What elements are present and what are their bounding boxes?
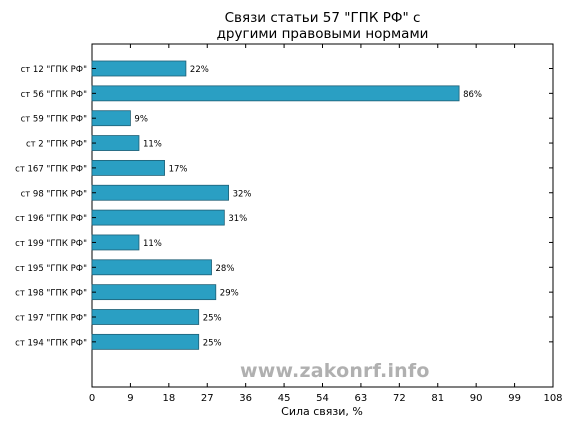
x-tick-label: 0	[89, 393, 95, 404]
bar	[91, 184, 229, 201]
x-tick-label: 99	[508, 393, 521, 404]
value-label: 9%	[134, 115, 148, 125]
category-label: ст 167 "ГПК РФ"	[15, 164, 87, 174]
x-axis-label: Сила связи, %	[281, 405, 363, 418]
value-labels-group: 22% 86% 9% 11% 17% 32% 31% 11% 28% 29% 25% 25%	[134, 65, 482, 348]
x-tick-label: 36	[239, 393, 252, 404]
x-tick-label: 72	[393, 393, 406, 404]
bar	[91, 333, 200, 350]
x-tick-label: 45	[278, 393, 291, 404]
value-label: 29%	[220, 289, 239, 299]
bar	[91, 234, 140, 251]
bar	[91, 60, 187, 77]
category-label: ст 12 "ГПК РФ"	[21, 65, 88, 75]
value-label: 86%	[463, 90, 482, 100]
category-labels-group: ст 12 "ГПК РФ" ст 56 "ГПК РФ" ст 59 "ГПК Р…	[15, 65, 87, 348]
x-tick-label: 9	[127, 393, 133, 404]
bar	[91, 284, 217, 301]
bar	[91, 85, 460, 102]
category-label: ст 199 "ГПК РФ"	[15, 239, 87, 249]
x-tick-label: 63	[355, 393, 368, 404]
category-label: ст 197 "ГПК РФ"	[15, 314, 87, 324]
value-label: 17%	[169, 164, 188, 174]
bar	[91, 135, 140, 151]
bar	[91, 110, 131, 127]
value-label: 28%	[216, 264, 235, 274]
category-label: ст 194 "ГПК РФ"	[15, 338, 87, 348]
bar	[91, 309, 200, 325]
bar	[91, 209, 225, 226]
value-label: 25%	[203, 314, 222, 324]
x-tick-label: 27	[201, 393, 214, 404]
x-tick-label: 108	[543, 393, 562, 404]
value-label: 11%	[143, 239, 162, 249]
value-label: 31%	[228, 214, 247, 224]
value-label: 32%	[233, 189, 252, 199]
bar	[91, 159, 165, 176]
category-label: ст 196 "ГПК РФ"	[15, 214, 87, 224]
category-label: ст 59 "ГПК РФ"	[21, 115, 88, 125]
category-label: ст 98 "ГПК РФ"	[21, 189, 88, 199]
x-tick-label: 81	[431, 393, 444, 404]
value-label: 25%	[203, 338, 222, 348]
x-tick-label: 18	[162, 393, 175, 404]
x-tick-label: 90	[470, 393, 483, 404]
category-label: ст 195 "ГПК РФ"	[15, 264, 87, 274]
bars-group	[91, 60, 460, 350]
chart-title-line-1: Связи статьи 57 "ГПК РФ" с	[224, 10, 421, 26]
category-label: ст 198 "ГПК РФ"	[15, 289, 87, 299]
x-ticks-group: 0 9 18 27 36 45 54 63 72 81 90 99 108	[89, 44, 563, 404]
x-tick-label: 54	[316, 393, 329, 404]
value-label: 22%	[190, 65, 209, 75]
category-label: ст 2 "ГПК РФ"	[26, 140, 87, 150]
watermark-text: www.zakonrf.info	[240, 360, 430, 382]
chart-title-line-2: другими правовыми нормами	[216, 26, 429, 42]
category-label: ст 56 "ГПК РФ"	[21, 90, 88, 100]
bar	[91, 259, 212, 276]
value-label: 11%	[143, 140, 162, 150]
